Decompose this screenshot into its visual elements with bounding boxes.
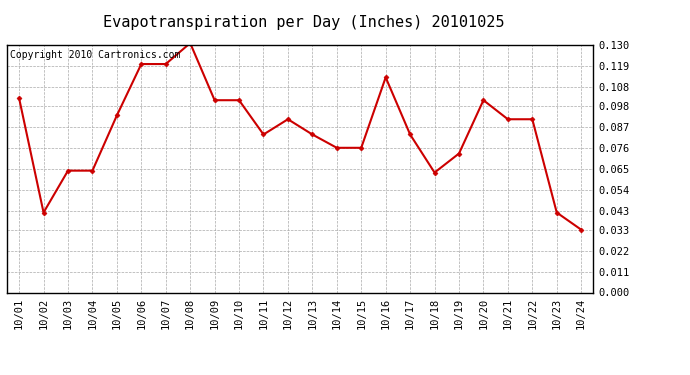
Text: Evapotranspiration per Day (Inches) 20101025: Evapotranspiration per Day (Inches) 2010… (103, 15, 504, 30)
Text: Copyright 2010 Cartronics.com: Copyright 2010 Cartronics.com (10, 50, 180, 60)
